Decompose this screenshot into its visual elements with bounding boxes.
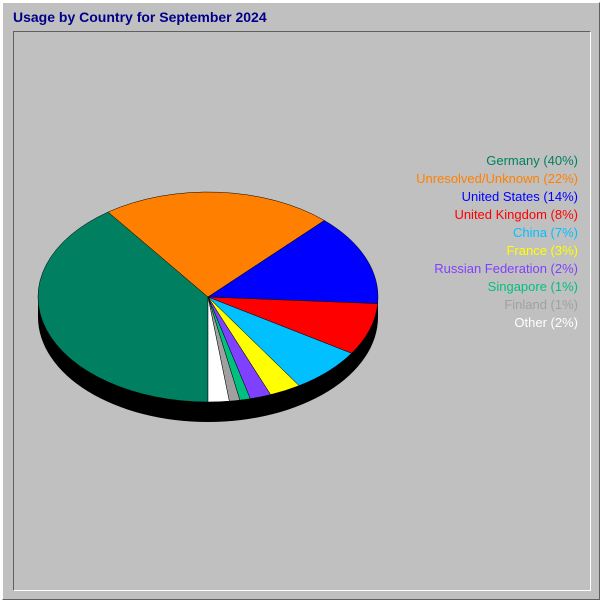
pie-chart <box>28 182 388 447</box>
legend-item: China (7%) <box>388 224 578 242</box>
legend-item: Singapore (1%) <box>388 278 578 296</box>
legend-item: France (3%) <box>388 242 578 260</box>
chart-inner-panel: Germany (40%)Unresolved/Unknown (22%)Uni… <box>13 31 591 591</box>
legend-item: United States (14%) <box>388 188 578 206</box>
legend-item: Other (2%) <box>388 314 578 332</box>
legend-item: Russian Federation (2%) <box>388 260 578 278</box>
chart-title: Usage by Country for September 2024 <box>13 9 267 25</box>
chart-frame: Usage by Country for September 2024 Germ… <box>2 2 600 600</box>
legend-item: Germany (40%) <box>388 152 578 170</box>
legend-item: Unresolved/Unknown (22%) <box>388 170 578 188</box>
legend-item: United Kingdom (8%) <box>388 206 578 224</box>
legend-item: Finland (1%) <box>388 296 578 314</box>
legend: Germany (40%)Unresolved/Unknown (22%)Uni… <box>388 152 578 332</box>
